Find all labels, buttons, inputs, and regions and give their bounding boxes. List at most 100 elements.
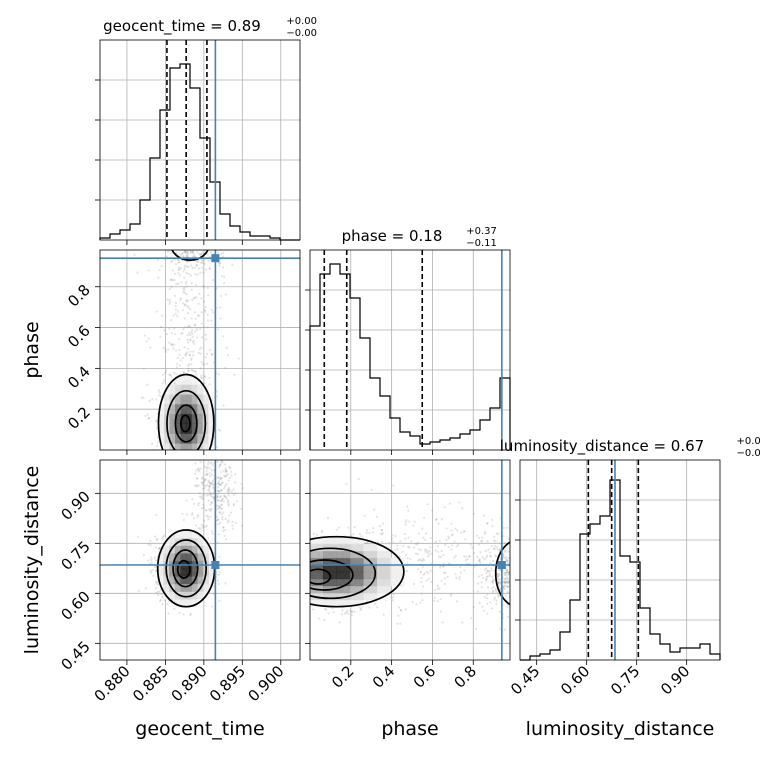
sample-point: [292, 584, 294, 586]
sample-point: [175, 282, 178, 286]
sample-point: [302, 552, 304, 554]
density-cell: [350, 571, 364, 580]
density-cell: [208, 568, 216, 577]
sample-point: [190, 363, 193, 366]
sample-point: [464, 559, 467, 562]
sample-point: [180, 281, 183, 284]
sample-point: [227, 519, 230, 522]
sample-point: [373, 508, 376, 511]
sample-point: [440, 579, 443, 582]
sample-point: [194, 284, 198, 287]
density-cell: [390, 571, 405, 580]
sample-point: [508, 585, 510, 588]
sample-point: [488, 572, 491, 576]
density-cell: [180, 568, 187, 577]
sample-point: [366, 541, 369, 544]
density-cell: [174, 553, 181, 562]
sample-point: [176, 513, 178, 515]
density-cell: [180, 403, 187, 415]
sample-point: [221, 447, 223, 449]
sample-point: [296, 597, 298, 599]
sample-point: [486, 597, 489, 600]
y-tick-label: 0.4: [64, 362, 94, 392]
density-cell: [363, 592, 378, 601]
sample-point: [305, 567, 307, 569]
sample-point: [168, 302, 171, 305]
histogram-panel-phase: phase = 0.18 +0.37−0.11: [305, 226, 511, 455]
sample-point: [189, 350, 192, 353]
sample-point: [447, 562, 450, 565]
sample-point: [183, 265, 186, 268]
sample-point: [222, 526, 225, 529]
sample-point: [492, 535, 496, 538]
sample-point: [205, 451, 207, 453]
sample-point: [200, 454, 202, 456]
density-cell: [283, 586, 297, 594]
y-tick-label: 0.75: [57, 537, 93, 573]
sample-point: [404, 523, 407, 526]
sample-point: [388, 541, 391, 545]
sample-point: [194, 462, 197, 465]
sample-point: [469, 543, 472, 546]
sample-point: [219, 294, 222, 297]
density-cell: [164, 453, 170, 463]
sample-point: [195, 296, 198, 299]
sample-point: [174, 454, 176, 456]
density-cell: [169, 423, 176, 434]
density-cell: [336, 550, 351, 559]
density-cell: [310, 571, 324, 580]
sample-point: [438, 566, 442, 569]
sample-point: [183, 276, 186, 279]
density-cell: [175, 423, 182, 434]
sample-point: [419, 548, 423, 552]
density-cell: [350, 585, 364, 594]
sample-point: [190, 368, 194, 371]
sample-point: [323, 607, 327, 610]
sample-point: [514, 560, 516, 562]
sample-point: [223, 474, 226, 477]
sample-point: [178, 611, 181, 615]
sample-point: [454, 554, 457, 558]
sample-point: [198, 491, 201, 495]
density-cell: [186, 545, 193, 554]
sample-point: [513, 556, 515, 558]
sample-point: [503, 587, 506, 591]
sample-point: [295, 558, 297, 560]
sample-point: [177, 266, 180, 269]
sample-point: [193, 370, 196, 373]
sample-point: [492, 579, 495, 582]
sample-point: [504, 549, 507, 552]
sample-point: [208, 267, 211, 270]
sample-point: [149, 571, 153, 574]
sample-point: [240, 482, 243, 486]
sample-point: [489, 562, 492, 565]
sample-point: [211, 530, 214, 533]
sample-point: [293, 561, 295, 563]
sample-point: [181, 332, 184, 335]
density-cell: [180, 394, 187, 405]
sample-point: [185, 460, 187, 462]
sample-point: [181, 486, 183, 488]
sample-point: [493, 596, 497, 599]
sample-point: [512, 572, 514, 574]
sample-point: [407, 536, 410, 539]
sample-point: [516, 543, 518, 545]
density-cell: [350, 564, 364, 573]
contour-line: [310, 559, 354, 591]
sample-point: [300, 581, 302, 583]
sample-point: [434, 540, 438, 544]
sample-point: [437, 550, 440, 554]
sample-point: [200, 523, 203, 526]
sample-point: [287, 582, 289, 584]
density-cell: [175, 374, 182, 385]
sample-point: [504, 594, 507, 597]
sample-point: [230, 455, 232, 457]
sample-point: [183, 243, 185, 245]
sample-point: [194, 273, 197, 276]
density-cell: [350, 550, 364, 559]
sample-point: [225, 346, 228, 349]
sample-point: [193, 502, 196, 506]
sample-point: [402, 544, 405, 548]
sample-point: [481, 536, 484, 539]
sample-point: [162, 379, 166, 382]
